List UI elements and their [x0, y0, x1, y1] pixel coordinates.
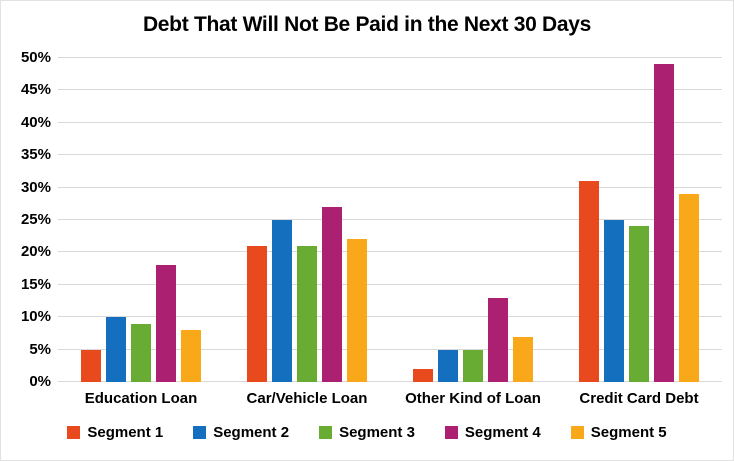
legend-label: Segment 4: [464, 424, 541, 441]
legend-item: Segment 5: [570, 424, 667, 441]
y-tick-label: 50%: [20, 49, 51, 66]
x-category-label: Other Kind of Loan: [405, 390, 541, 407]
bar-segment-2: [106, 317, 126, 382]
y-tick-label: 40%: [20, 113, 51, 131]
legend: Segment 1 Segment 2 Segment 3 Segment 4 Segm…: [1, 424, 733, 441]
legend-label: Segment 5: [590, 424, 667, 441]
x-category-label: Education Loan: [84, 390, 198, 407]
bar-segment-5: [679, 194, 699, 382]
chart-title: Debt That Will Not Be Paid in the Next 3…: [142, 13, 592, 36]
legend-swatch-icon: [444, 426, 458, 439]
y-tick-label: 25%: [20, 211, 51, 228]
gridline: [58, 219, 722, 220]
y-tick-label: 5%: [29, 340, 51, 358]
x-category-label: Car/Vehicle Loan: [246, 390, 368, 407]
bar-segment-3: [629, 226, 649, 382]
bar-group: [390, 58, 556, 382]
legend-label: Segment 2: [213, 424, 290, 441]
gridline: [58, 89, 722, 91]
gridline: [58, 186, 722, 188]
bar-segment-2: [272, 220, 292, 382]
bar-group: [556, 58, 722, 382]
bar-segment-3: [131, 323, 151, 382]
x-category-label: Credit Card Debt: [579, 390, 699, 407]
bar-segment-1: [247, 245, 267, 382]
legend-swatch-icon: [319, 426, 333, 439]
bar-segment-2: [438, 349, 458, 382]
bar-segment-3: [463, 349, 483, 382]
bar-groups: [58, 58, 722, 382]
bar-segment-5: [347, 239, 367, 382]
bar-segment-1: [81, 349, 101, 382]
y-tick-label: 45%: [20, 81, 51, 99]
gridline: [58, 283, 722, 285]
y-tick-label: 30%: [20, 178, 51, 196]
gridline: [58, 121, 722, 123]
x-axis-labels: Education Loan Car/Vehicle Loan Other Kind…: [58, 390, 722, 407]
legend-label: Segment 3: [339, 424, 415, 441]
bar-segment-3: [297, 245, 317, 382]
legend-swatch-icon: [67, 426, 81, 439]
gridline: [58, 348, 722, 350]
legend-label: Segment 1: [87, 424, 164, 441]
y-axis-labels: 0% 5% 10% 15% 20% 25% 30% 35% 40% 45% 50%: [7, 49, 51, 390]
bar-segment-1: [413, 369, 433, 382]
legend-item: Segment 4: [444, 424, 541, 441]
gridline: [58, 154, 722, 156]
gridline: [58, 316, 722, 318]
legend-item: Segment 2: [193, 424, 289, 441]
gridline: [58, 251, 722, 253]
y-tick-label: 0%: [29, 373, 51, 390]
bar-segment-4: [488, 297, 508, 382]
bar-segment-5: [513, 336, 533, 382]
plot-area: [58, 57, 722, 382]
bar-segment-2: [604, 220, 624, 382]
legend-item: Segment 1: [67, 424, 163, 441]
bar-segment-4: [654, 64, 674, 382]
bar-group: [224, 58, 390, 382]
bar-segment-1: [579, 181, 599, 382]
bar-segment-5: [181, 330, 201, 382]
y-tick-label: 10%: [20, 308, 51, 326]
legend-swatch-icon: [193, 426, 207, 439]
legend-item: Segment 3: [319, 424, 415, 441]
bar-group: [58, 58, 224, 382]
y-tick-label: 15%: [20, 275, 51, 293]
y-tick-label: 35%: [20, 146, 51, 164]
y-tick-label: 20%: [20, 243, 51, 261]
legend-swatch-icon: [570, 426, 584, 439]
bar-segment-4: [322, 207, 342, 382]
gridline: [58, 381, 722, 382]
gridline: [58, 57, 722, 58]
bar-segment-4: [156, 265, 176, 382]
